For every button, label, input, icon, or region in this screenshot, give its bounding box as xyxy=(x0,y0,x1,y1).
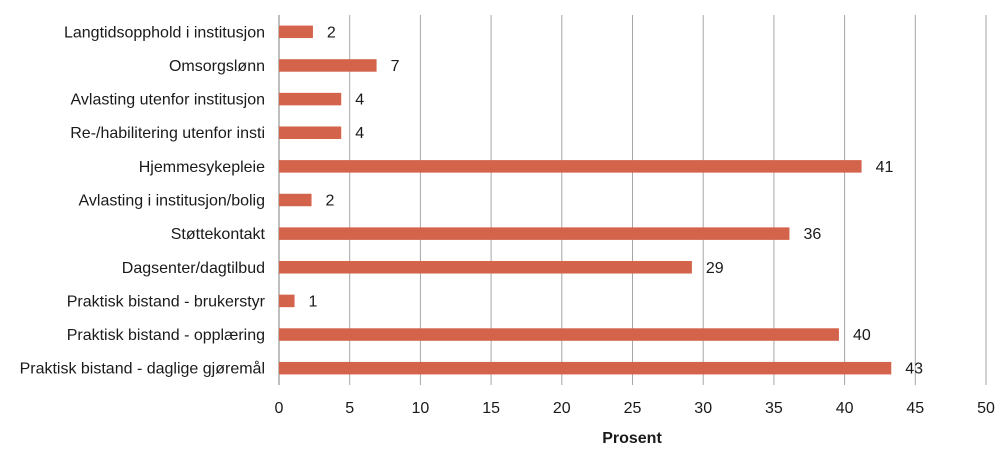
category-label: Avlasting i institusjon/bolig xyxy=(79,193,265,210)
data-label: 40 xyxy=(853,327,871,344)
bar xyxy=(279,25,313,39)
data-label: 7 xyxy=(391,58,400,75)
category-label: Avlasting utenfor institusjon xyxy=(71,92,265,109)
bar xyxy=(279,261,692,274)
bar xyxy=(279,328,839,341)
x-tick-label: 10 xyxy=(412,400,430,417)
data-label: 43 xyxy=(905,361,923,378)
x-tick-labels: 0 5 10 15 20 25 30 35 40 45 50 xyxy=(275,400,995,417)
bar xyxy=(279,59,377,72)
data-label: 41 xyxy=(876,159,894,176)
x-tick-label: 15 xyxy=(482,400,500,417)
bar-layer xyxy=(279,25,892,375)
category-label: Praktisk bistand - opplæring xyxy=(67,327,265,344)
data-label: 2 xyxy=(327,24,336,41)
x-tick-label: 25 xyxy=(624,400,642,417)
bar xyxy=(279,227,790,240)
x-axis-title: Prosent xyxy=(602,430,662,447)
label-layer: Langtidsopphold i institusjon 2 Omsorgsløn… xyxy=(20,24,924,377)
data-label: 29 xyxy=(706,260,724,277)
x-tick-label: 45 xyxy=(906,400,924,417)
x-tick-label: 30 xyxy=(694,400,712,417)
data-label: 4 xyxy=(355,92,364,109)
bar xyxy=(279,193,312,207)
category-label: Re-/habilitering utenfor insti xyxy=(70,125,265,142)
bar xyxy=(279,160,862,173)
category-label: Hjemmesykepleie xyxy=(139,159,265,176)
x-tick-label: 5 xyxy=(345,400,354,417)
category-label: Omsorgslønn xyxy=(169,58,265,75)
category-label: Dagsenter/dagtilbud xyxy=(122,260,265,277)
bar xyxy=(279,361,892,375)
x-tick-label: 20 xyxy=(553,400,571,417)
bar xyxy=(279,126,342,139)
data-label: 4 xyxy=(355,125,364,142)
category-label: Støttekontakt xyxy=(171,226,266,243)
category-label: Praktisk bistand - daglige gjøremål xyxy=(20,360,265,378)
x-tick-label: 50 xyxy=(977,400,995,417)
category-label: Langtidsopphold i institusjon xyxy=(64,24,265,41)
x-tick-label: 40 xyxy=(836,400,854,417)
data-label: 2 xyxy=(326,193,335,210)
data-label: 36 xyxy=(803,226,821,243)
bar xyxy=(279,294,295,308)
data-label: 1 xyxy=(309,293,318,310)
x-tick-label: 35 xyxy=(765,400,783,417)
bar xyxy=(279,92,342,106)
x-tick-label: 0 xyxy=(275,400,284,417)
grid-layer xyxy=(278,15,987,385)
category-label: Praktisk bistand - brukerstyr xyxy=(67,293,266,310)
